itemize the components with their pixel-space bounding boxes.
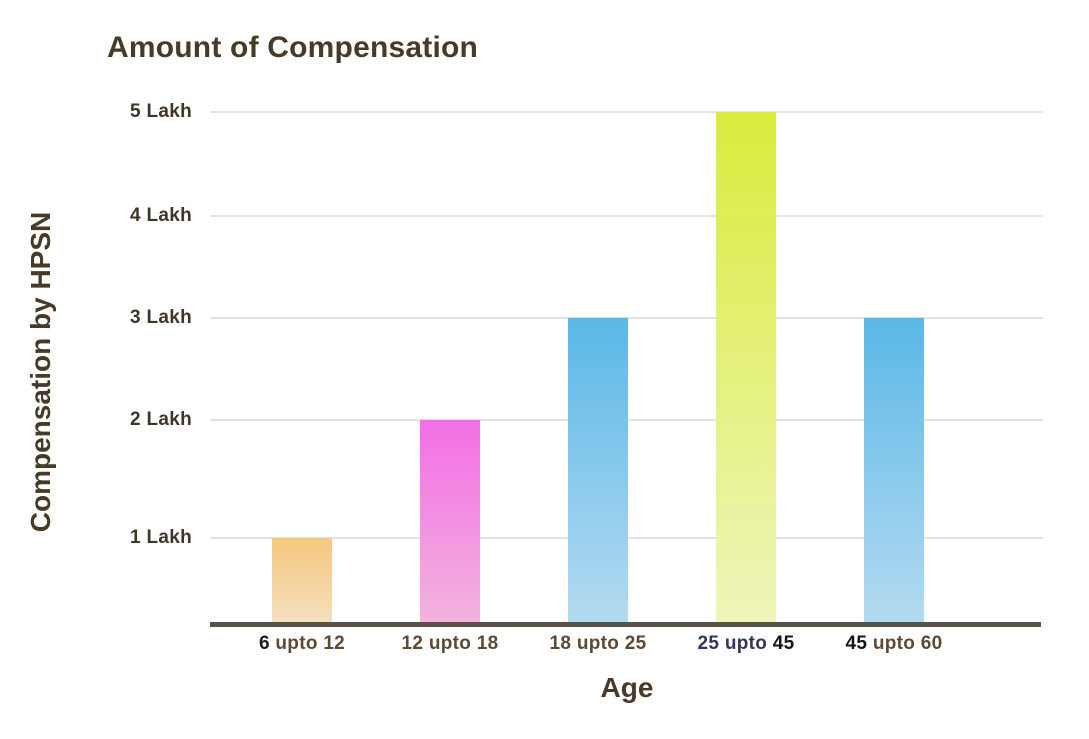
- x-tick-label-segment: 12 upto 18: [401, 633, 499, 654]
- y-tick-label-5-lakh: 5 Lakh: [130, 101, 192, 122]
- bar-3: [568, 318, 628, 623]
- x-tick-label-1: 6 upto 12: [212, 633, 392, 655]
- x-tick-label-segment: 6: [258, 633, 270, 654]
- chart-title: Amount of Compensation: [107, 31, 479, 64]
- x-tick-label-2: 12 upto 18: [360, 633, 540, 655]
- y-tick-label-1-lakh: 1 Lakh: [130, 527, 192, 548]
- gridline-4-lakh: [210, 215, 1043, 217]
- x-tick-label-segment: upto 12: [269, 633, 346, 654]
- bar-1: [272, 538, 332, 623]
- x-tick-label-4: 25 upto 45: [656, 633, 836, 655]
- x-tick-label-segment: 45: [845, 633, 868, 654]
- x-tick-label-segment: 25 upto: [697, 633, 768, 654]
- x-axis-title: Age: [600, 672, 654, 703]
- gridline-5-lakh: [210, 111, 1043, 113]
- x-axis-line: [210, 622, 1041, 627]
- y-tick-label-2-lakh: 2 Lakh: [130, 409, 192, 430]
- x-tick-label-5: 45 upto 60: [804, 633, 984, 655]
- x-tick-label-3: 18 upto 25: [508, 633, 688, 655]
- bar-5: [864, 318, 924, 623]
- x-tick-label-segment: 18 upto 25: [549, 633, 647, 654]
- x-tick-label-segment: upto 60: [867, 633, 943, 654]
- x-tick-label-segment: 45: [767, 633, 795, 654]
- y-tick-label-4-lakh: 4 Lakh: [130, 205, 192, 226]
- bar-2: [420, 420, 480, 623]
- bar-4: [716, 112, 776, 623]
- y-tick-label-3-lakh: 3 Lakh: [130, 307, 192, 328]
